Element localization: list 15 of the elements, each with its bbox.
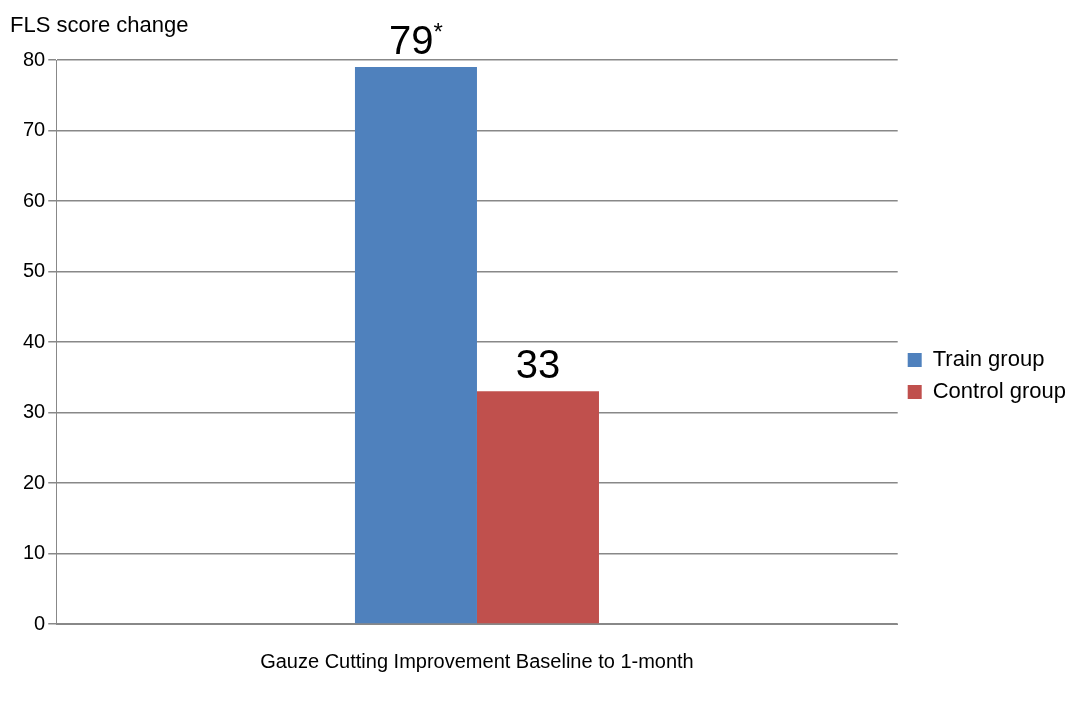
y-tick-label: 30 <box>23 400 46 423</box>
y-tick-label: 20 <box>23 470 46 493</box>
y-tick-label: 80 <box>23 47 46 70</box>
y-axis-title: FLS score change <box>10 12 189 38</box>
y-tick-label: 0 <box>34 611 46 634</box>
legend-label: Train group <box>932 346 1045 372</box>
y-tick-label: 50 <box>23 259 46 282</box>
data-label: 79* <box>389 17 443 63</box>
y-tick-label: 40 <box>23 329 46 352</box>
y-tick-label: 60 <box>23 188 46 211</box>
y-tick-label: 70 <box>23 118 46 141</box>
data-label: 33 <box>515 342 561 387</box>
legend-label: Control group <box>932 378 1067 404</box>
x-tick-label: Gauze Cutting Improvement Baseline to 1-month <box>260 649 694 672</box>
y-tick-label: 10 <box>23 541 46 564</box>
